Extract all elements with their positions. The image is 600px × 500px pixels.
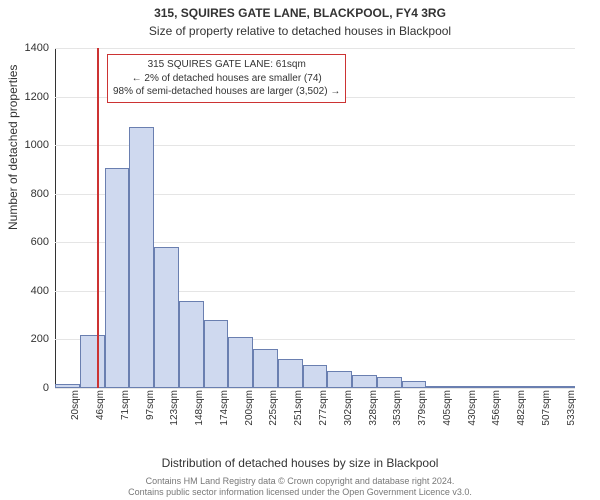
histogram-bar	[129, 127, 154, 388]
xtick-label: 482sqm	[516, 390, 527, 426]
annot-line: 315 SQUIRES GATE LANE: 61sqm	[113, 58, 340, 72]
histogram-bar	[253, 349, 278, 388]
histogram-bar	[426, 386, 451, 388]
y-axis-line	[55, 48, 56, 388]
histogram-bar	[228, 337, 253, 388]
annot-line: ← 2% of detached houses are smaller (74)	[113, 72, 340, 86]
ytick-label: 400	[9, 285, 49, 297]
xtick-label: 353sqm	[392, 390, 403, 426]
xtick-label: 430sqm	[467, 390, 478, 426]
histogram-bar	[501, 386, 526, 388]
footer-line: Contains public sector information licen…	[0, 487, 600, 498]
xtick-label: 533sqm	[566, 390, 577, 426]
ytick-label: 1200	[9, 91, 49, 103]
plot-area: 020040060080010001200140020sqm46sqm71sqm…	[55, 48, 575, 388]
xtick-label: 148sqm	[194, 390, 205, 426]
xtick-label: 97sqm	[145, 390, 156, 420]
xtick-label: 225sqm	[268, 390, 279, 426]
xtick-label: 379sqm	[417, 390, 428, 426]
xtick-label: 123sqm	[169, 390, 180, 426]
histogram-bar	[204, 320, 229, 388]
ytick-label: 800	[9, 188, 49, 200]
ytick-label: 0	[9, 382, 49, 394]
footer-attribution: Contains HM Land Registry data © Crown c…	[0, 476, 600, 498]
xtick-label: 251sqm	[293, 390, 304, 426]
ytick-label: 200	[9, 333, 49, 345]
gridline	[55, 48, 575, 49]
histogram-bar	[377, 377, 402, 388]
footer-line: Contains HM Land Registry data © Crown c…	[0, 476, 600, 487]
histogram-bar	[550, 386, 575, 388]
xtick-label: 302sqm	[343, 390, 354, 426]
histogram-bar	[80, 335, 105, 388]
xtick-label: 328sqm	[368, 390, 379, 426]
annotation-box: 315 SQUIRES GATE LANE: 61sqm← 2% of deta…	[107, 54, 346, 103]
xtick-label: 507sqm	[541, 390, 552, 426]
xtick-label: 71sqm	[120, 390, 131, 420]
histogram-bar	[303, 365, 328, 388]
annot-line: 98% of semi-detached houses are larger (…	[113, 85, 340, 99]
histogram-bar	[105, 168, 130, 388]
property-marker-line	[97, 48, 99, 388]
histogram-bar	[476, 386, 501, 388]
xtick-label: 405sqm	[442, 390, 453, 426]
histogram-bar	[179, 301, 204, 388]
histogram-bar	[402, 381, 427, 388]
x-axis-label: Distribution of detached houses by size …	[0, 456, 600, 470]
histogram-bar	[55, 384, 80, 388]
histogram-bar	[154, 247, 179, 388]
histogram-bar	[327, 371, 352, 388]
xtick-label: 174sqm	[219, 390, 230, 426]
histogram-bar	[451, 386, 476, 388]
ytick-label: 1000	[9, 139, 49, 151]
xtick-label: 456sqm	[491, 390, 502, 426]
xtick-label: 20sqm	[70, 390, 81, 420]
ytick-label: 600	[9, 236, 49, 248]
gridline	[55, 388, 575, 389]
page-subtitle: Size of property relative to detached ho…	[0, 24, 600, 38]
xtick-label: 277sqm	[318, 390, 329, 426]
ytick-label: 1400	[9, 42, 49, 54]
xtick-label: 200sqm	[244, 390, 255, 426]
histogram-bar	[352, 375, 377, 388]
histogram-bar	[525, 386, 550, 388]
histogram-chart: 020040060080010001200140020sqm46sqm71sqm…	[55, 48, 575, 388]
page-title: 315, SQUIRES GATE LANE, BLACKPOOL, FY4 3…	[0, 6, 600, 20]
histogram-bar	[278, 359, 303, 388]
xtick-label: 46sqm	[95, 390, 106, 420]
